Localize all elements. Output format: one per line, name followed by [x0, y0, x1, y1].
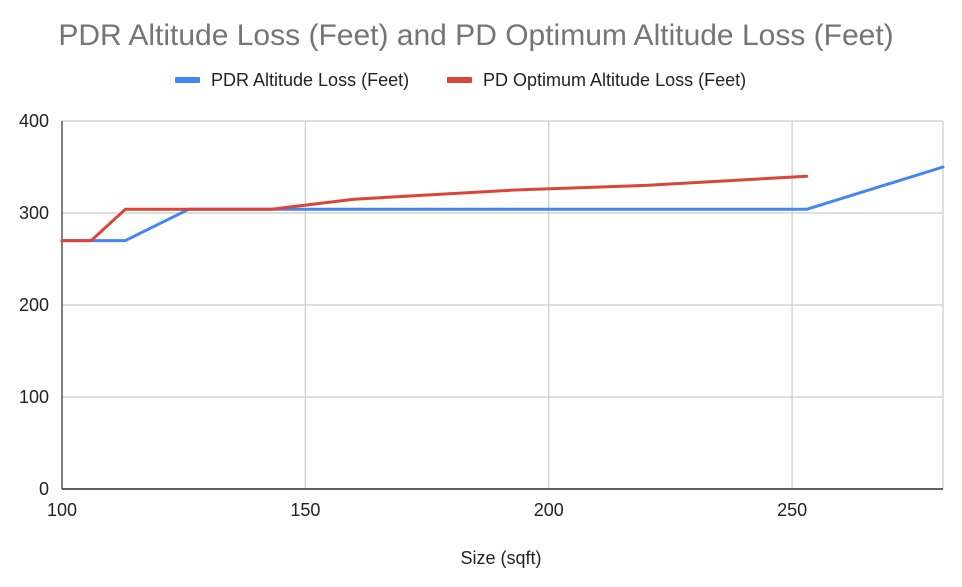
legend-label: PD Optimum Altitude Loss (Feet): [483, 70, 746, 90]
x-tick-label: 100: [47, 500, 77, 520]
y-tick-label: 300: [19, 203, 49, 223]
y-tick-label: 100: [19, 387, 49, 407]
x-tick-label: 150: [290, 500, 320, 520]
legend-item-1: PDR Altitude Loss (Feet): [175, 70, 409, 90]
legend-swatch: [175, 77, 200, 83]
y-tick-label: 400: [19, 111, 49, 131]
legend-item-2: PD Optimum Altitude Loss (Feet): [447, 70, 746, 90]
legend-swatch: [447, 77, 472, 83]
x-tick-label: 250: [777, 500, 807, 520]
series-line-2: [60, 174, 809, 243]
legend-label: PDR Altitude Loss (Feet): [211, 70, 409, 90]
legend: PDR Altitude Loss (Feet) PD Optimum Altit…: [175, 70, 746, 90]
x-tick-label: 200: [534, 500, 564, 520]
chart-title: PDR Altitude Loss (Feet) and PD Optimum …: [58, 19, 893, 52]
grid: [61, 120, 944, 490]
y-tick-label: 200: [19, 295, 49, 315]
x-axis-label: Size (sqft): [460, 548, 541, 568]
y-tick-label: 0: [39, 479, 49, 499]
series-group: [60, 165, 945, 243]
series-line-1: [60, 165, 945, 243]
